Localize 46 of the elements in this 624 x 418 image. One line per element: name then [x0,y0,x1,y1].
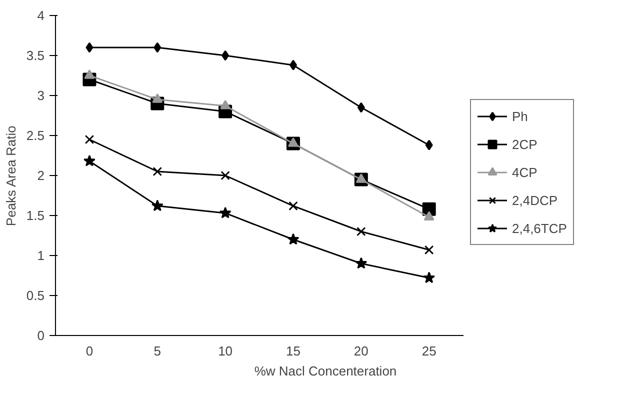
y-tick-label: 2.5 [26,128,45,143]
point [289,60,297,70]
legend-label: 4CP [512,164,538,180]
point [356,226,366,236]
y-axis-title: Peaks Area Ratio [3,126,18,226]
legend-label: 2,4DCP [512,192,558,208]
x-tick-label: 0 [86,344,94,358]
y-tick-label: 2 [37,168,45,183]
point [355,257,368,269]
point [424,245,434,255]
y-tick-label: 4 [37,8,45,23]
legend-label: 2CP [512,136,538,152]
y-tick-label: 3.5 [26,48,45,63]
x-tick-label: 25 [422,344,436,358]
point [86,42,94,53]
y-tick-label: 0 [37,328,45,343]
point [356,174,366,183]
point [287,233,300,245]
x-tick-label: 5 [154,344,162,358]
y-tick-label: 1 [37,248,45,263]
point [423,272,436,284]
x-tick-label: 10 [218,344,233,358]
point [425,140,433,150]
legend-label: 2,4,6TCP [512,220,567,236]
point [288,138,298,147]
point [222,50,230,61]
point [84,70,95,79]
x-axis-title: %w Nacl Concenteration [254,364,397,378]
point [220,170,230,180]
y-tick-label: 3 [37,88,45,103]
point [288,201,298,211]
point [154,42,162,53]
y-tick-label: 0.5 [26,288,45,303]
point [220,100,231,110]
point [219,206,232,218]
x-tick-label: 20 [354,344,368,358]
y-tick-label: 1.5 [26,208,45,223]
point [84,134,94,144]
point [83,154,96,166]
legend-label: Ph [512,108,529,124]
point [357,102,365,113]
x-tick-label: 15 [286,344,300,358]
point [424,211,434,220]
point [152,94,163,103]
point [151,200,164,212]
point [152,166,162,176]
